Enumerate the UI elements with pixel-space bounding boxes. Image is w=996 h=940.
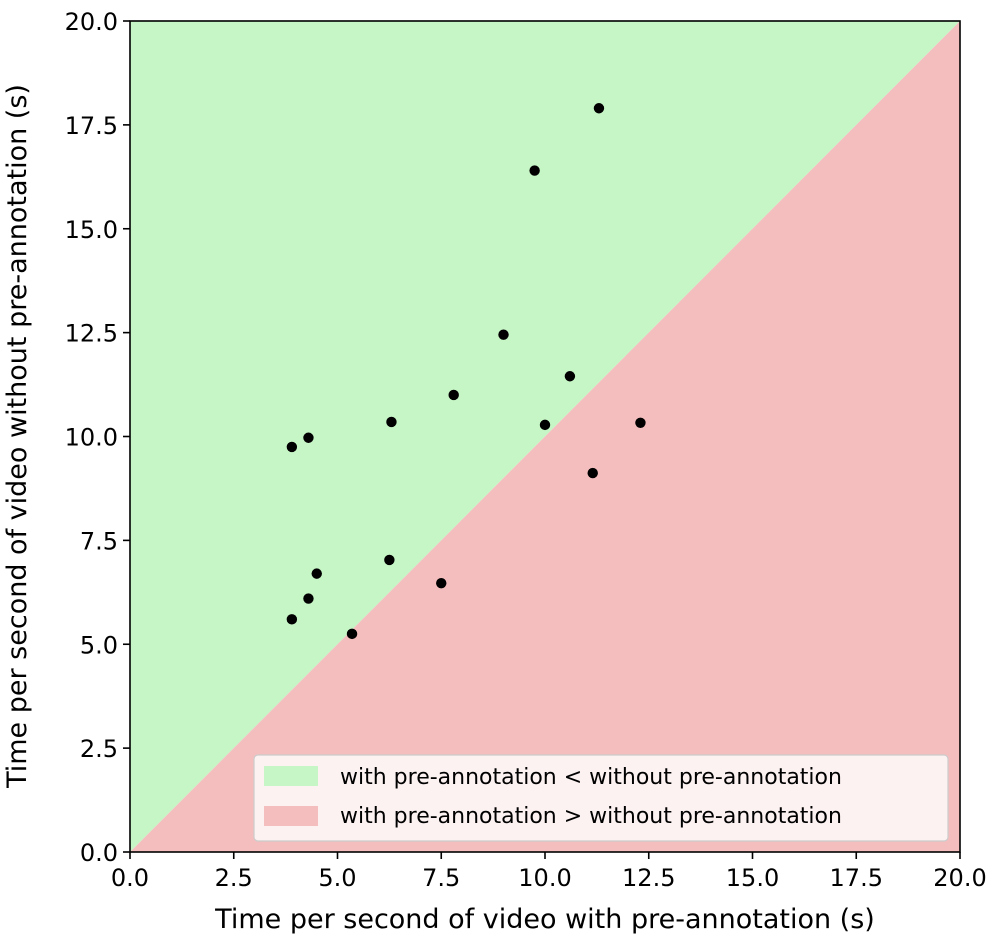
legend: with pre-annotation < without pre-annota… <box>253 754 949 842</box>
data-point <box>303 593 314 604</box>
y-tick-label: 0.0 <box>80 839 118 867</box>
data-point <box>448 389 459 401</box>
data-point <box>593 103 605 114</box>
y-tick-label: 5.0 <box>80 631 118 659</box>
x-tick-label: 17.5 <box>830 864 883 892</box>
data-point <box>539 419 551 431</box>
y-tick-label: 20.0 <box>65 8 118 36</box>
y-tick-label: 12.5 <box>65 320 118 348</box>
x-tick-label: 0.0 <box>111 864 149 892</box>
legend-swatch-green <box>264 766 318 786</box>
x-tick-label: 12.5 <box>622 864 675 892</box>
data-point <box>311 568 322 579</box>
data-point <box>286 441 298 453</box>
x-tick-label: 10.0 <box>518 864 571 892</box>
data-point <box>286 614 298 625</box>
legend-box <box>253 754 949 842</box>
x-axis-label: Time per second of video with pre-annota… <box>214 904 875 935</box>
plot-frame <box>129 20 961 853</box>
data-point <box>303 432 314 443</box>
x-tick-label: 20.0 <box>933 864 986 892</box>
data-point <box>635 417 646 428</box>
x-tick-label: 7.5 <box>422 864 460 892</box>
y-tick-label: 7.5 <box>80 527 118 555</box>
y-tick-label: 15.0 <box>65 216 118 244</box>
data-point <box>587 467 598 479</box>
y-axis-label: Time per second of video without pre-ann… <box>2 84 33 789</box>
data-point <box>346 628 358 640</box>
axis-ticks: 0.0 2.5 5.0 7.5 10.0 12.5 15.0 17.5 20.0 0.0 2.5 5.… <box>65 8 987 892</box>
x-tick-label: 5.0 <box>318 864 356 892</box>
data-point <box>386 416 397 428</box>
x-tick-label: 2.5 <box>215 864 253 892</box>
y-tick-label: 10.0 <box>65 424 118 452</box>
legend-swatch-red <box>264 806 318 826</box>
data-point <box>498 329 509 340</box>
data-point <box>436 577 447 589</box>
data-point <box>529 165 540 176</box>
legend-label-red: with pre-annotation > without pre-annota… <box>340 804 842 829</box>
y-tick-label: 2.5 <box>80 735 118 763</box>
legend-label-green: with pre-annotation < without pre-annota… <box>340 765 842 790</box>
x-tick-label: 15.0 <box>726 864 779 892</box>
region-with-greater-than-without <box>130 21 960 852</box>
data-point <box>564 371 576 382</box>
scatter-points <box>286 103 646 640</box>
y-tick-label: 17.5 <box>65 112 118 140</box>
data-point <box>384 554 395 566</box>
